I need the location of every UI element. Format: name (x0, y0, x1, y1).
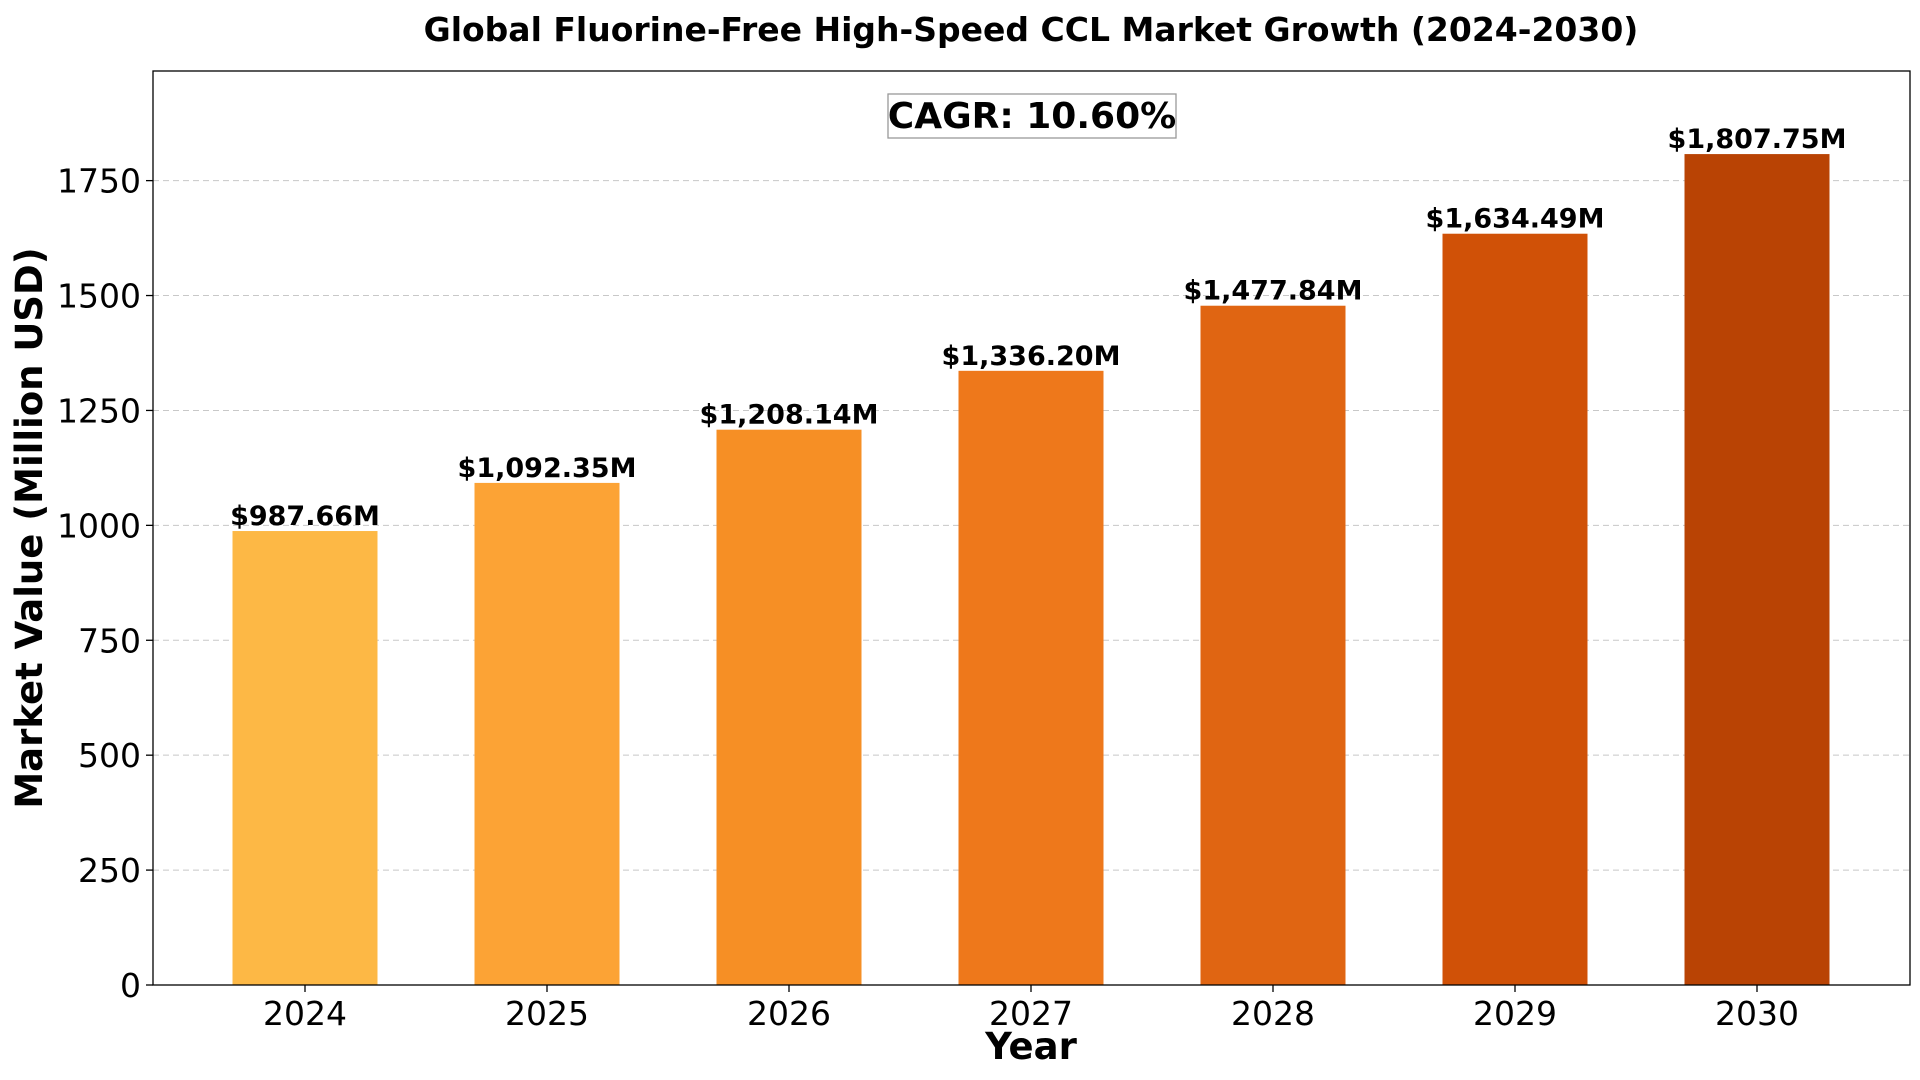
bar-value-label: $1,477.84M (1184, 276, 1363, 307)
bar-value-label: $987.66M (230, 501, 380, 532)
x-tick-label: 2027 (989, 994, 1073, 1033)
x-tick-label: 2030 (1715, 994, 1799, 1033)
cagr-text: CAGR: 10.60% (888, 96, 1176, 137)
y-tick-label: 750 (78, 621, 141, 660)
y-tick-label: 500 (78, 736, 141, 775)
grid-lines (153, 180, 1910, 986)
y-tick-label: 1000 (57, 506, 141, 545)
x-tick-label: 2026 (747, 994, 831, 1033)
x-tick-label: 2028 (1231, 994, 1315, 1033)
bar-value-labels: $987.66M $1,092.35M $1,208.14M $1,336.20M $1… (230, 124, 1846, 532)
y-tick-label: 250 (78, 851, 141, 890)
bar-2027 (958, 370, 1104, 986)
bars (232, 154, 1830, 986)
bar-2024 (232, 531, 378, 985)
bar-2030 (1684, 154, 1830, 986)
y-tick-label: 1500 (57, 277, 141, 316)
y-axis-ticks: 0 250 500 750 1000 1250 1500 1750 (57, 162, 153, 1005)
x-tick-label: 2025 (505, 994, 589, 1033)
bar-2025 (474, 482, 620, 985)
bar-2028 (1200, 305, 1346, 985)
x-tick-label: 2029 (1473, 994, 1557, 1033)
y-axis-label: Market Value (Million USD) (8, 247, 51, 808)
y-tick-label: 1250 (57, 391, 141, 430)
chart-title: Global Fluorine-Free High-Speed CCL Mark… (424, 10, 1639, 49)
bar-value-label: $1,336.20M (942, 341, 1121, 372)
cagr-annotation: CAGR: 10.60% (887, 93, 1177, 139)
bar-value-label: $1,092.35M (458, 453, 637, 484)
bar-value-label: $1,634.49M (1426, 204, 1605, 235)
x-axis-label: Year (984, 1025, 1077, 1068)
bar-value-label: $1,807.75M (1668, 124, 1847, 155)
bar-value-label: $1,208.14M (700, 400, 879, 431)
x-tick-label: 2024 (263, 994, 347, 1033)
bar-2029 (1442, 233, 1588, 985)
y-tick-label: 0 (120, 966, 141, 1005)
x-axis-ticks: 2024 2025 2026 2027 2028 2029 2030 (263, 985, 1799, 1033)
cagr-box (887, 93, 1177, 139)
y-tick-label: 1750 (57, 162, 141, 201)
bar-2026 (716, 429, 862, 985)
